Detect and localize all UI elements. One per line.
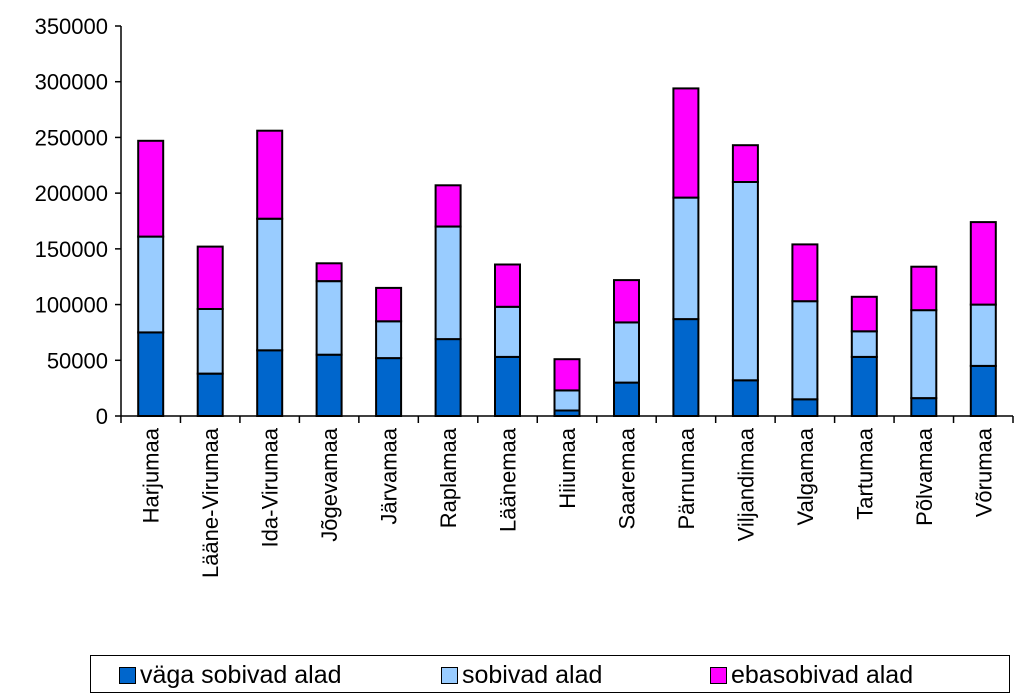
x-tick-label-vorumaa: Võrumaa [971,427,996,517]
legend-item-sobivad: sobivad alad [441,660,602,690]
x-tick-label-laanemaa: Läänemaa [496,427,521,532]
legend-swatch-ebasobivad [710,666,727,684]
x-tick-label-viljandimaa: Viljandimaa [733,427,758,541]
x-tick-label-jarvamaa: Järvamaa [377,427,402,524]
legend-item-ebasobivad: ebasobivad alad [710,660,913,690]
y-tick-label: 100000 [35,293,108,318]
bar-tartumaa-ebasobivad-alad [850,295,878,333]
bars-group [137,87,997,418]
bar-viljandimaa-ebasobivad-alad [731,144,759,183]
bar-jarvamaa-ebasobivad-alad [375,286,403,323]
y-tick-label: 150000 [35,237,108,262]
bar-hiiumaa-ebasobivad-alad [553,358,581,392]
x-tick-label-laane-virumaa: Lääne-Virumaa [198,427,223,578]
bar-raplamaa-vaga-sobivad-alad [434,338,462,418]
x-tick-label-raplamaa: Raplamaa [436,427,461,528]
bar-polvamaa-ebasobivad-alad [910,265,938,312]
y-tick-label: 350000 [35,14,108,39]
bar-vorumaa-vaga-sobivad-alad [969,364,997,417]
bar-laanemaa-ebasobivad-alad [494,263,521,308]
legend-label-vaga-sobivad: väga sobivad alad [140,660,342,689]
bar-laanemaa-sobivad-alad [494,305,521,358]
bar-valgamaa-ebasobivad-alad [791,243,819,303]
y-axis-tick-labels: 0 50000 100000 150000 200000 250000 300000 3500… [35,14,108,429]
bar-saaremaa-ebasobivad-alad [613,279,640,324]
x-tick-label-ida-virumaa: Ida-Virumaa [258,427,283,547]
legend-label-ebasobivad: ebasobivad alad [731,660,914,689]
bar-laane-virumaa-vaga-sobivad-alad [196,372,224,418]
x-axis-tick-labels: Harjumaa Lääne-Virumaa Ida-Virumaa Jõgevama… [139,427,997,578]
legend-swatch-vaga-sobivad [119,666,136,684]
bar-laane-virumaa-sobivad-alad [196,308,224,375]
stacked-bar-chart: 0 50000 100000 150000 200000 250000 300000 3500… [35,14,1014,578]
bar-valgamaa-vaga-sobivad-alad [791,398,819,417]
bar-harjumaa-vaga-sobivad-alad [137,331,165,417]
x-tick-label-jogevamaa: Jõgevamaa [317,427,342,542]
bar-saaremaa-vaga-sobivad-alad [613,381,640,418]
x-tick-label-polvamaa: Põlvamaa [912,427,937,526]
bar-jogevamaa-sobivad-alad [315,280,343,356]
bar-valgamaa-sobivad-alad [791,300,819,401]
x-tick-label-hiiumaa: Hiiumaa [555,427,580,508]
y-tick-label: 250000 [35,125,108,150]
x-tick-label-saaremaa: Saaremaa [614,427,639,529]
legend: väga sobivad alad sobivad alad ebasobiva… [90,655,1010,693]
bar-harjumaa-ebasobivad-alad [137,139,165,238]
bar-raplamaa-ebasobivad-alad [434,184,462,228]
legend-swatch-sobivad [441,666,458,684]
legend-item-vaga-sobivad: väga sobivad alad [119,660,342,690]
axes [115,25,1014,423]
bar-parnumaa-vaga-sobivad-alad [672,318,700,418]
y-tick-label: 0 [96,404,108,429]
y-tick-label: 300000 [35,70,108,95]
bar-viljandimaa-sobivad-alad [731,181,759,382]
bar-tartumaa-sobivad-alad [850,330,878,358]
bar-polvamaa-vaga-sobivad-alad [910,397,938,418]
x-tick-label-tartumaa: Tartumaa [852,427,877,519]
x-tick-label-harjumaa: Harjumaa [139,427,164,523]
bar-parnumaa-sobivad-alad [672,196,700,321]
bar-parnumaa-ebasobivad-alad [672,87,700,199]
bar-ida-virumaa-vaga-sobivad-alad [256,349,284,417]
bar-jarvamaa-vaga-sobivad-alad [375,357,403,418]
x-tick-label-valgamaa: Valgamaa [793,427,818,525]
bar-vorumaa-ebasobivad-alad [969,221,997,306]
bar-hiiumaa-sobivad-alad [553,389,581,412]
bar-vorumaa-sobivad-alad [969,303,997,367]
bar-laane-virumaa-ebasobivad-alad [196,245,224,311]
bar-saaremaa-sobivad-alad [613,321,640,384]
bar-ida-virumaa-sobivad-alad [256,217,284,352]
bar-tartumaa-vaga-sobivad-alad [850,355,878,417]
bar-raplamaa-sobivad-alad [434,225,462,341]
bar-jogevamaa-ebasobivad-alad [315,262,343,283]
bar-harjumaa-sobivad-alad [137,235,165,334]
bar-jogevamaa-vaga-sobivad-alad [315,353,343,418]
x-tick-label-parnumaa: Pärnumaa [674,427,699,529]
bar-jarvamaa-sobivad-alad [375,320,403,360]
legend-label-sobivad: sobivad alad [462,660,603,689]
bar-polvamaa-sobivad-alad [910,309,938,400]
bar-viljandimaa-vaga-sobivad-alad [731,379,759,417]
y-tick-label: 200000 [35,181,108,206]
bar-ida-virumaa-ebasobivad-alad [256,129,284,220]
bar-laanemaa-vaga-sobivad-alad [494,355,521,417]
y-tick-label: 50000 [47,348,108,373]
